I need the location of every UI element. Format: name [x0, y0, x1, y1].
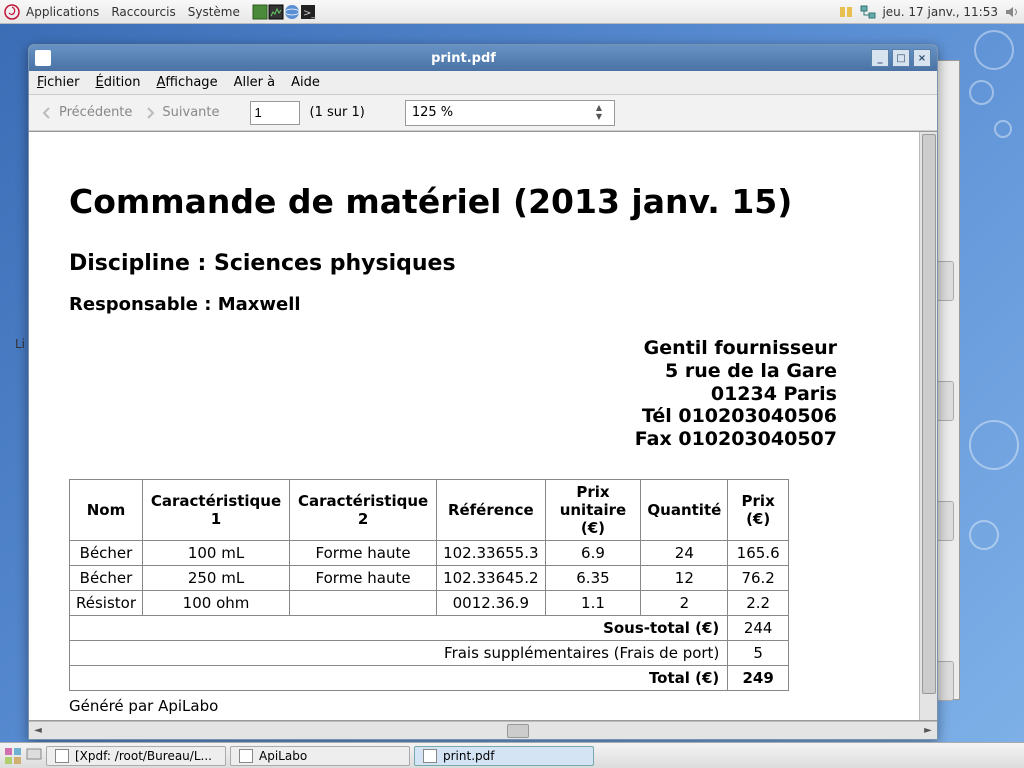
page-count: (1 sur 1)	[310, 105, 365, 120]
taskbar-task[interactable]: ApiLabo	[230, 746, 410, 766]
clock[interactable]: jeu. 17 janv., 11:53	[882, 5, 998, 19]
tray-icon[interactable]: >_	[300, 4, 316, 20]
document-viewport[interactable]: Commande de matériel (2013 janv. 15) Dis…	[29, 131, 937, 721]
total-value: 249	[728, 665, 789, 690]
fees-value: 5	[728, 640, 789, 665]
menubar: Fichier Édition Affichage Aller à Aide	[29, 71, 937, 95]
menu-edition[interactable]: Édition	[96, 75, 141, 90]
maximize-button[interactable]: □	[892, 49, 910, 67]
table-header: Quantité	[641, 479, 728, 540]
table-header: Prix (€)	[728, 479, 789, 540]
subtotal-value: 244	[728, 615, 789, 640]
close-button[interactable]: ×	[913, 49, 931, 67]
horizontal-scrollbar[interactable]: ◄ ►	[29, 721, 937, 739]
table-header: Référence	[437, 479, 545, 540]
document-icon	[35, 50, 51, 66]
supplier-block: Gentil fournisseur 5 rue de la Gare 0123…	[69, 337, 837, 451]
desktop-label: Li	[15, 337, 25, 351]
pdf-page: Commande de matériel (2013 janv. 15) Dis…	[29, 132, 937, 721]
network-icon[interactable]	[860, 4, 876, 20]
table-header: Nom	[70, 479, 143, 540]
menu-affichage[interactable]: Affichage	[156, 75, 217, 90]
svg-text:>_: >_	[303, 8, 316, 19]
window-title: print.pdf	[59, 51, 868, 66]
fees-label: Frais supplémentaires (Frais de port)	[70, 640, 728, 665]
doc-title: Commande de matériel (2013 janv. 15)	[69, 182, 897, 221]
taskbar-task[interactable]: [Xpdf: /root/Bureau/L...	[46, 746, 226, 766]
menu-raccourcis[interactable]: Raccourcis	[111, 5, 175, 19]
minimize-button[interactable]: _	[871, 49, 889, 67]
menu-systeme[interactable]: Système	[188, 5, 240, 19]
menu-fichier[interactable]: Fichier	[37, 75, 80, 90]
doc-responsable: Responsable : Maxwell	[69, 294, 897, 315]
volume-icon[interactable]	[1004, 4, 1020, 20]
table-header: Caractéristique 2	[290, 479, 437, 540]
next-button[interactable]: Suivante	[142, 105, 219, 121]
pdf-viewer-window: print.pdf _ □ × Fichier Édition Affichag…	[28, 44, 938, 740]
titlebar[interactable]: print.pdf _ □ ×	[29, 45, 937, 71]
menu-allera[interactable]: Aller à	[234, 75, 276, 90]
taskbar: [Xpdf: /root/Bureau/L...ApiLaboprint.pdf	[0, 742, 1024, 768]
doc-discipline: Discipline : Sciences physiques	[69, 251, 897, 276]
table-header: Prix unitaire (€)	[545, 479, 641, 540]
taskbar-icon[interactable]	[26, 746, 42, 765]
total-label: Total (€)	[70, 665, 728, 690]
menu-aide[interactable]: Aide	[291, 75, 320, 90]
subtotal-label: Sous-total (€)	[70, 615, 728, 640]
zoom-select[interactable]: 125 % ▲▼	[405, 100, 615, 126]
tray-icon[interactable]	[284, 4, 300, 20]
order-table: NomCaractéristique 1Caractéristique 2Réf…	[69, 479, 789, 691]
prev-button[interactable]: Précédente	[39, 105, 132, 121]
tray-icon[interactable]	[252, 4, 268, 20]
menu-applications[interactable]: Applications	[26, 5, 99, 19]
desktop-topbar: Applications Raccourcis Système >_ jeu. …	[0, 0, 1024, 24]
table-row: Bécher250 mLForme haute102.33645.26.3512…	[70, 565, 789, 590]
table-row: Résistor100 ohm0012.36.91.122.2	[70, 590, 789, 615]
table-header: Caractéristique 1	[143, 479, 290, 540]
debian-logo	[4, 4, 20, 20]
table-row: Bécher100 mLForme haute102.33655.36.9241…	[70, 540, 789, 565]
page-input[interactable]	[250, 101, 300, 125]
show-desktop-icon[interactable]	[4, 747, 22, 765]
toolbar: Précédente Suivante (1 sur 1) 125 % ▲▼	[29, 95, 937, 131]
tray-icon[interactable]	[838, 4, 854, 20]
tray-icon[interactable]	[268, 4, 284, 20]
taskbar-task[interactable]: print.pdf	[414, 746, 594, 766]
generated-by: Généré par ApiLabo	[69, 697, 897, 715]
vertical-scrollbar[interactable]	[919, 132, 937, 720]
